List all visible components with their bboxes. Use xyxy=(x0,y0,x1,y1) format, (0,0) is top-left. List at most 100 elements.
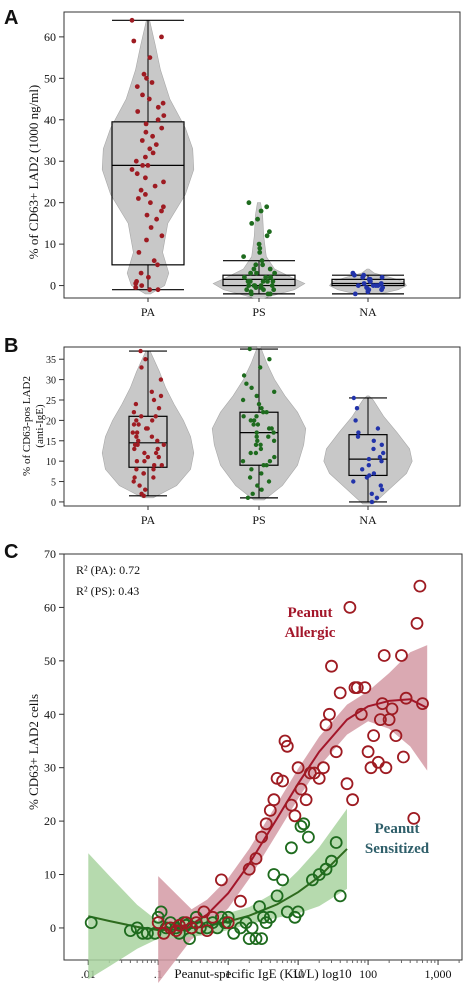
panel-c-confidence-bands xyxy=(88,645,428,983)
b-point-ps xyxy=(266,479,272,484)
a-ytick-label: 60 xyxy=(44,30,56,44)
b-point-na xyxy=(369,499,375,505)
a-point-pa xyxy=(155,287,161,293)
c-point-pa xyxy=(200,924,214,937)
b-point-pa xyxy=(159,463,164,468)
b-point-pa xyxy=(139,414,144,419)
b-point-pa xyxy=(156,406,162,411)
b-point-pa xyxy=(132,475,137,480)
b-point-pa xyxy=(131,479,136,484)
panel-b-x-categories: PA PS NA xyxy=(141,506,377,527)
c-point-pa xyxy=(396,750,410,764)
a-point-pa xyxy=(147,146,153,152)
b-point-na xyxy=(351,479,356,484)
b-point-na xyxy=(371,438,376,443)
a-point-pa xyxy=(136,250,142,255)
a-point-pa xyxy=(159,233,165,239)
b-point-pa xyxy=(134,430,140,435)
a-category-label-ps: PS xyxy=(252,305,265,319)
c-point-ps xyxy=(253,900,266,913)
c-point-pa xyxy=(325,659,338,673)
a-point-pa xyxy=(138,187,144,193)
b-point-ps xyxy=(255,483,260,488)
a-point-pa xyxy=(143,154,148,160)
a-point-ps xyxy=(245,279,251,284)
panel-label-a: A xyxy=(4,7,18,29)
c-point-pa xyxy=(255,830,269,844)
a-point-ps xyxy=(251,266,257,272)
a-point-ps xyxy=(253,262,259,268)
b-point-pa xyxy=(131,410,137,415)
c-point-pa xyxy=(340,777,354,791)
a-point-pa xyxy=(139,138,145,143)
panel-b-plot-frame xyxy=(63,346,461,507)
a-point-ps xyxy=(263,274,269,280)
c-point-ps xyxy=(276,873,290,887)
b-point-pa xyxy=(155,446,160,452)
a-point-na xyxy=(352,291,358,297)
b-point-pa xyxy=(132,446,137,452)
c-point-pa xyxy=(206,910,220,924)
b-point-pa xyxy=(134,434,139,439)
a-point-pa xyxy=(155,117,161,123)
c-point-pa xyxy=(242,862,256,876)
panel-label-b: B xyxy=(4,335,18,357)
a-ytick-label: 20 xyxy=(44,196,56,210)
a-point-pa xyxy=(131,38,137,44)
c-point-ps xyxy=(297,817,311,831)
a-point-na xyxy=(379,274,385,280)
a-ytick-label: 10 xyxy=(44,237,56,251)
b-point-ps xyxy=(254,393,259,399)
a-point-pa xyxy=(141,71,147,77)
b-point-ps xyxy=(249,467,254,472)
b-ytick-label: 5 xyxy=(51,478,56,489)
c-point-pa xyxy=(234,894,247,908)
c-point-pa xyxy=(407,812,421,825)
c-point-pa xyxy=(214,873,228,887)
c-point-pa xyxy=(413,579,427,593)
b-point-pa xyxy=(151,475,156,480)
b-point-ps xyxy=(259,487,264,492)
b-point-ps xyxy=(254,434,259,439)
peanut-allergic-label-line1: Peanut xyxy=(288,605,333,621)
c-ytick-label: 20 xyxy=(44,814,56,828)
a-point-ps xyxy=(264,204,270,210)
b-category-label-pa: PA xyxy=(141,513,156,527)
c-point-ps xyxy=(255,932,269,945)
a-point-ps xyxy=(267,229,272,235)
b-point-pa xyxy=(136,438,141,443)
b-point-ps xyxy=(256,401,262,407)
a-point-pa xyxy=(147,287,153,293)
a-point-pa xyxy=(146,274,151,280)
a-point-pa xyxy=(151,258,157,264)
a-point-na xyxy=(365,289,371,295)
b-point-na xyxy=(377,454,383,460)
a-point-ps xyxy=(246,283,252,288)
a-point-ps xyxy=(249,291,254,297)
c-ytick-label: 70 xyxy=(44,547,56,561)
a-point-pa xyxy=(161,204,166,210)
b-point-ps xyxy=(244,381,249,386)
b-point-ps xyxy=(266,426,272,431)
c-point-ps xyxy=(291,905,305,919)
b-point-pa xyxy=(153,450,159,456)
panel-a-y-ticks: 0 10 20 30 40 50 60 xyxy=(44,30,64,293)
c-point-pa xyxy=(249,852,263,865)
a-point-pa xyxy=(155,104,161,110)
b-point-na xyxy=(381,450,386,456)
b-point-na xyxy=(366,463,371,468)
b-point-ps xyxy=(240,459,246,464)
b-point-na xyxy=(371,471,377,476)
a-point-ps xyxy=(241,254,247,259)
a-point-ps xyxy=(257,250,263,255)
a-point-pa xyxy=(159,125,165,131)
c-point-pa xyxy=(333,686,347,700)
c-xtick-label: 1 xyxy=(225,967,231,981)
b-point-ps xyxy=(272,389,277,394)
a-point-pa xyxy=(153,142,159,148)
a-point-ps xyxy=(260,262,265,268)
b-point-na xyxy=(364,475,370,480)
a-point-na xyxy=(352,272,357,278)
